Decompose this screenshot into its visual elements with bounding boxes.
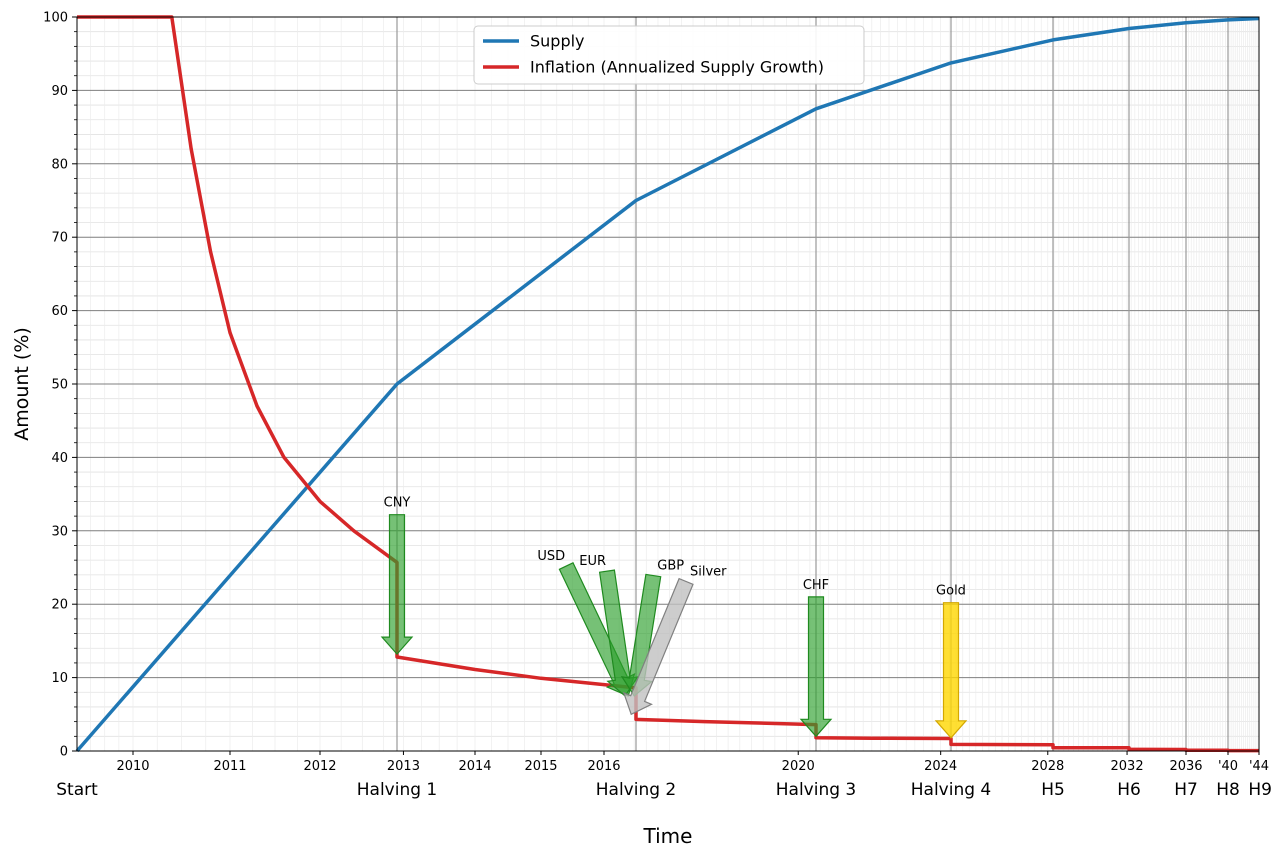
annotation-layer: CNY USD EUR GBP Silver CHF Gold [380, 496, 968, 739]
y-tick-label: 0 [60, 745, 68, 760]
x-year-tick-label: 2013 [387, 759, 420, 774]
axis-layer: 0 10 20 30 40 50 60 70 80 90 100 2010 2011 2012 2013 20… [43, 11, 1272, 801]
x-event-tick-label: Halving 1 [357, 780, 438, 800]
annotation-arrow [622, 577, 694, 716]
series-layer [75, 15, 1260, 753]
x-event-tick-label: Halving 3 [776, 780, 857, 800]
y-tick-label: 100 [43, 11, 68, 26]
x-year-tick-label: 2011 [213, 759, 246, 774]
annotation-arrow [380, 514, 414, 656]
series-line-0 [75, 16, 1260, 753]
x-event-tick-label: Start [56, 780, 98, 800]
x-year-tick-label: 2015 [524, 759, 557, 774]
annotation-label: CNY [384, 496, 411, 511]
x-year-tick-label: 2012 [303, 759, 336, 774]
x-year-tick-label: 2020 [782, 759, 815, 774]
y-tick-label: 90 [51, 84, 68, 99]
y-tick-label: 70 [51, 231, 68, 246]
x-year-tick-label: 2036 [1169, 759, 1202, 774]
legend: Supply Inflation (Annualized Supply Growt… [473, 25, 865, 85]
x-year-tick-label: 2010 [116, 759, 149, 774]
x-year-tick-label: 2016 [587, 759, 620, 774]
x-event-tick-label: Halving 4 [911, 780, 992, 800]
x-event-tick-label: H6 [1117, 780, 1141, 800]
x-year-tick-label: 2014 [458, 759, 491, 774]
x-year-tick-label: '44 [1249, 759, 1269, 774]
x-event-tick-label: H8 [1216, 780, 1240, 800]
annotation-label: EUR [579, 554, 606, 569]
y-tick-label: 10 [51, 671, 68, 686]
x-event-tick-label: Halving 2 [596, 780, 677, 800]
x-year-tick-label: 2032 [1111, 759, 1144, 774]
annotation-arrow [799, 596, 833, 738]
x-year-tick-label: 2028 [1031, 759, 1064, 774]
legend-box [473, 25, 865, 85]
annotation-label: USD [537, 549, 565, 564]
annotation-label: GBP [657, 559, 684, 574]
y-tick-label: 60 [51, 304, 68, 319]
x-year-tick-label: '40 [1218, 759, 1238, 774]
x-axis-label: Time [643, 824, 693, 848]
y-tick-label: 80 [51, 157, 68, 172]
annotation-arrow [934, 602, 968, 739]
legend-label: Supply [530, 32, 585, 51]
legend-label: Inflation (Annualized Supply Growth) [530, 58, 824, 77]
y-tick-label: 40 [51, 451, 68, 466]
x-event-tick-label: H7 [1174, 780, 1198, 800]
y-axis-label: Amount (%) [11, 327, 33, 441]
x-event-tick-label: H9 [1248, 780, 1272, 800]
x-event-tick-label: H5 [1041, 780, 1065, 800]
x-year-tick-label: 2024 [924, 759, 957, 774]
y-tick-label: 30 [51, 524, 68, 539]
series-line-1 [77, 15, 1259, 753]
y-tick-label: 20 [51, 598, 68, 613]
annotation-label: Silver [690, 564, 727, 579]
annotation-label: CHF [803, 578, 829, 593]
y-tick-label: 50 [51, 378, 68, 393]
annotation-label: Gold [936, 584, 966, 599]
